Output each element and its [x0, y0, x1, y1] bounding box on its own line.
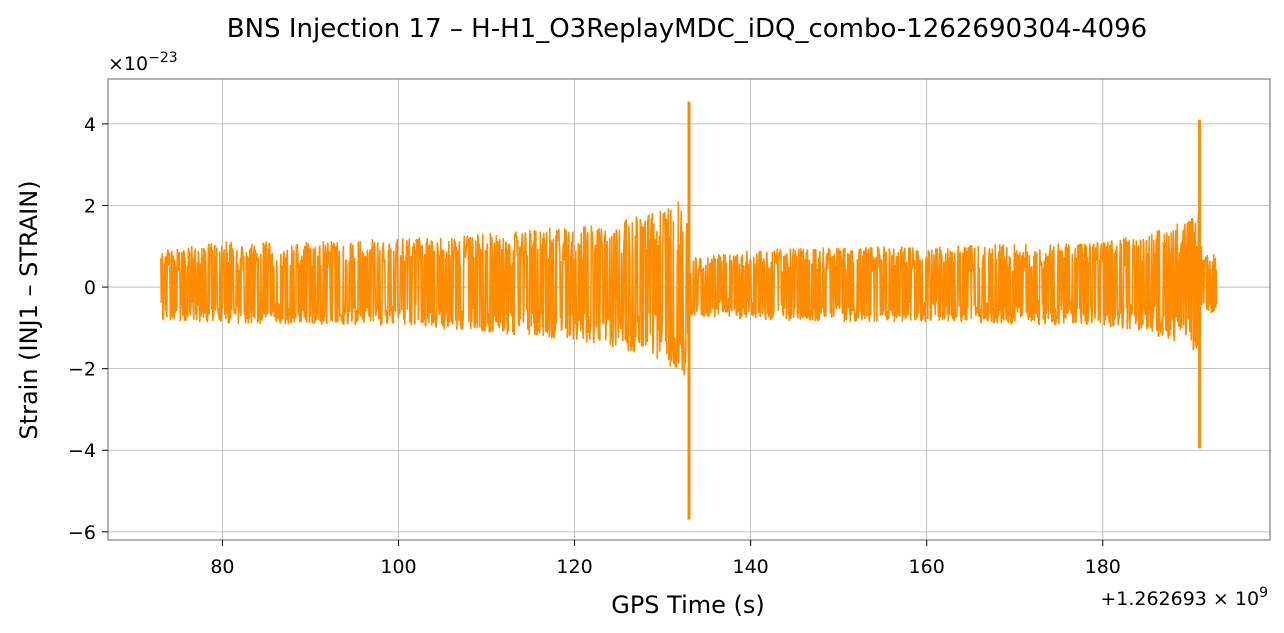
chart-title: BNS Injection 17 – H-H1_O3ReplayMDC_iDQ_… [227, 14, 1147, 44]
y-tick-label: −6 [68, 522, 96, 544]
x-tick-label: 140 [732, 556, 768, 578]
x-tick-label: 120 [556, 556, 592, 578]
x-axis-ticks: 80 100 120 140 160 180 [210, 540, 1121, 578]
y-tick-label: 2 [84, 195, 96, 217]
y-tick-label: 4 [84, 114, 96, 136]
x-tick-label: 80 [210, 556, 234, 578]
x-axis-label: GPS Time (s) [611, 591, 765, 619]
svg-text:×10−23: ×10−23 [108, 50, 178, 75]
y-tick-label: 0 [84, 277, 96, 299]
x-offset-label: +1.262693 × 109 [1100, 585, 1268, 610]
plot-area-frame [107, 78, 1271, 541]
y-tick-label: −4 [68, 440, 96, 462]
x-tick-label: 160 [909, 556, 945, 578]
x-tick-label: 180 [1085, 556, 1121, 578]
series-group [160, 101, 1218, 520]
y-tick-label: −2 [68, 359, 96, 381]
x-tick-label: 100 [380, 556, 416, 578]
y-axis-label: Strain (INJ1 – STRAIN) [15, 180, 43, 439]
y-scale-label: ×10−23 [108, 50, 178, 75]
svg-text:+1.262693 × 109: +1.262693 × 109 [1100, 585, 1268, 610]
y-axis-ticks: −6 −4 −2 0 2 4 [68, 114, 108, 544]
